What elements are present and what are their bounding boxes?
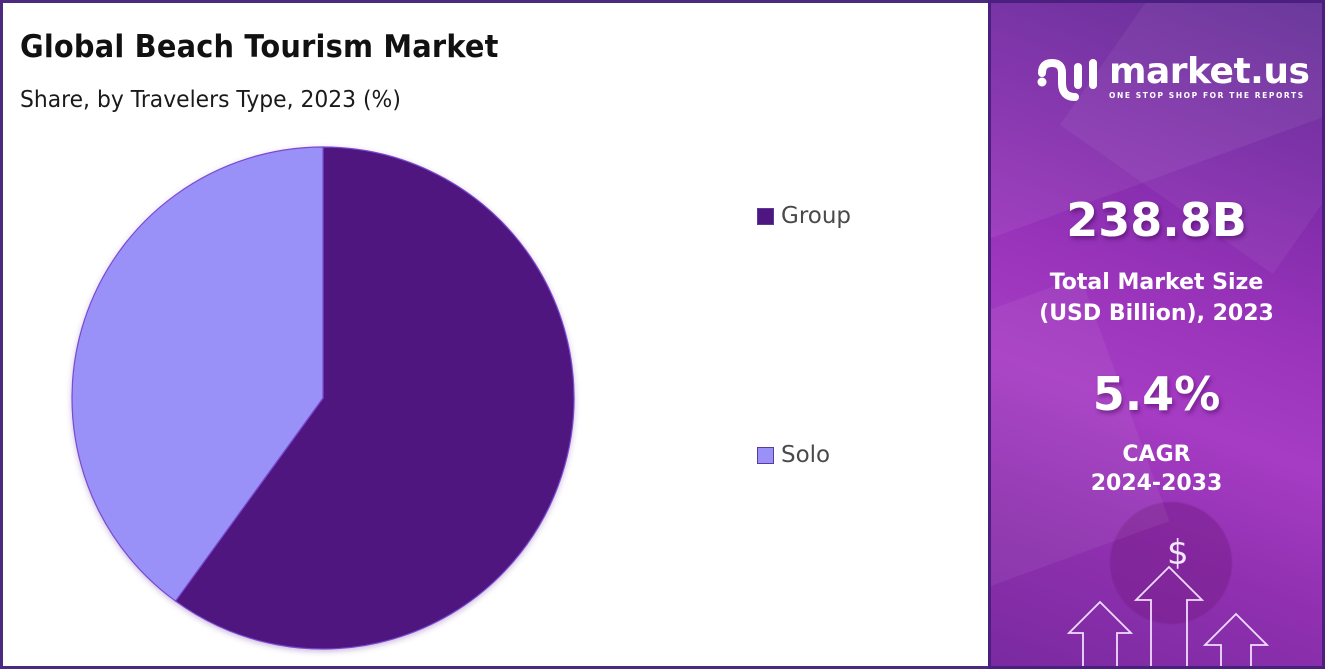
- chart-title: Global Beach Tourism Market: [20, 29, 499, 65]
- legend-label-group: Group: [781, 203, 852, 229]
- legend-label-solo: Solo: [781, 442, 831, 468]
- market-size-label-line2: (USD Billion), 2023: [1039, 301, 1274, 326]
- legend-swatch-group: [757, 207, 774, 225]
- market-us-logo-icon: [1037, 58, 1097, 101]
- legend-item-group: Group: [757, 203, 851, 229]
- market-size-value: 238.8B: [1066, 193, 1247, 247]
- cagr-label-line1: CAGR: [1122, 442, 1191, 467]
- legend-swatch-solo: [757, 446, 774, 464]
- chart-subtitle: Share, by Travelers Type, 2023 (%): [20, 87, 401, 113]
- growth-arrows-icon: [1066, 565, 1270, 666]
- stats-panel: market.us ONE STOP SHOP FOR THE REPORTS …: [988, 0, 1325, 669]
- cagr-value: 5.4%: [1092, 367, 1221, 421]
- market-size-label-line1: Total Market Size: [1049, 270, 1264, 295]
- pie-slice-solo[interactable]: [71, 146, 324, 602]
- legend-item-solo: Solo: [757, 442, 830, 468]
- pie-chart-svg: [71, 146, 575, 650]
- chart-panel: Global Beach Tourism Market Share, by Tr…: [0, 0, 988, 669]
- brand-tagline: ONE STOP SHOP FOR THE REPORTS: [1109, 91, 1305, 100]
- dollar-icon: $: [1167, 533, 1189, 573]
- pie-slice-group[interactable]: [174, 146, 575, 650]
- brand-name: market.us: [1109, 51, 1310, 92]
- cagr-label-line2: 2024-2033: [1090, 471, 1223, 496]
- brand-logo: market.us ONE STOP SHOP FOR THE REPORTS: [1035, 51, 1310, 105]
- pie-chart: [63, 139, 583, 659]
